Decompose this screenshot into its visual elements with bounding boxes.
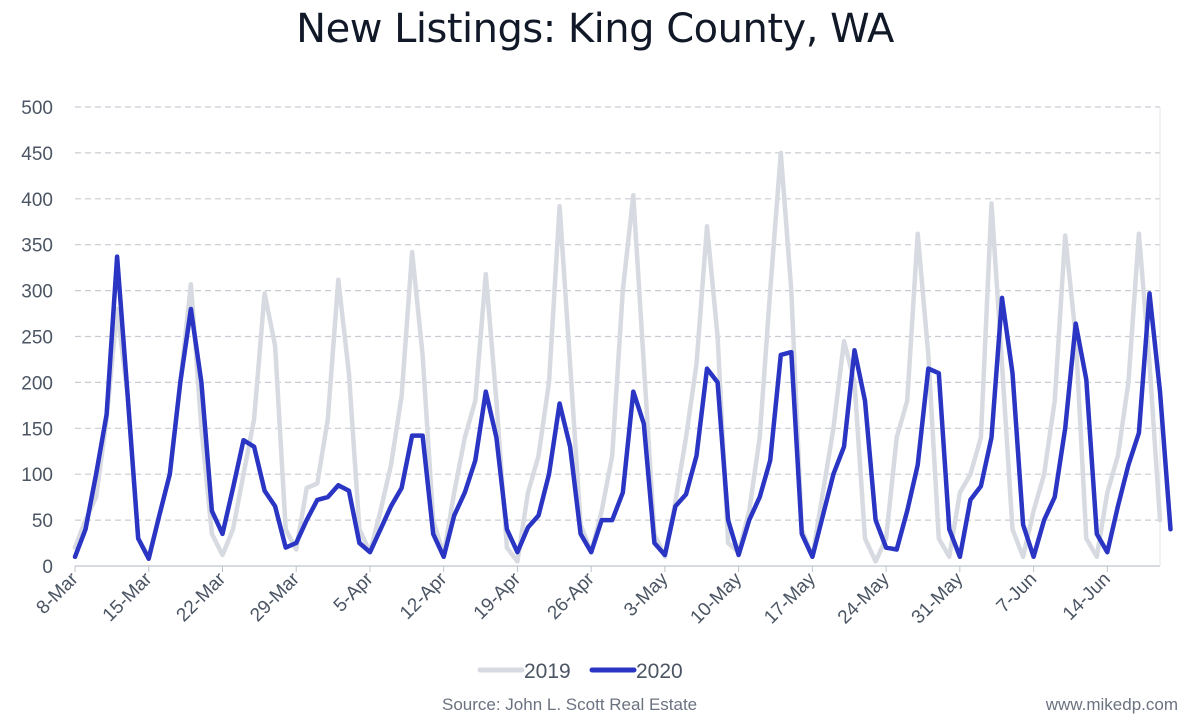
x-tick-label: 24-May (834, 568, 894, 628)
x-axis-ticks: 8-Mar 15-Mar 22-Mar 29-Mar 5-Apr 12-Apr 19-Apr… (33, 566, 1115, 628)
legend: 2019 2020 (477, 660, 683, 683)
series-lines (72, 150, 1173, 564)
x-tick-label: 10-May (687, 568, 747, 628)
legend-label-2020: 2020 (636, 660, 683, 683)
x-tick-label: 12-Apr (396, 568, 452, 624)
series-2020-line (72, 254, 1173, 561)
y-tick-label: 0 (42, 557, 53, 578)
x-tick-label: 26-Apr (544, 568, 600, 624)
x-tick-label: 14-Jun (1059, 569, 1115, 625)
x-tick-label: 22-Mar (173, 568, 231, 626)
x-tick-label: 8-Mar (33, 568, 83, 618)
y-tick-label: 350 (21, 236, 53, 257)
y-tick-label: 50 (32, 511, 53, 532)
chart-title: New Listings: King County, WA (296, 6, 894, 52)
x-tick-label: 19-Apr (470, 568, 526, 624)
y-tick-label: 200 (21, 373, 53, 394)
x-tick-label: 7-Jun (993, 569, 1041, 617)
x-tick-label: 29-Mar (246, 568, 304, 626)
y-axis-ticks: 0 50 100 150 200 250 300 350 400 450 500 (21, 98, 53, 578)
source-note: Source: John L. Scott Real Estate (442, 695, 698, 714)
y-tick-label: 250 (21, 328, 53, 349)
x-tick-label: 31-May (908, 568, 968, 628)
credit-note: www.mikedp.com (1045, 695, 1178, 714)
y-tick-label: 100 (21, 465, 53, 486)
y-tick-label: 400 (21, 190, 53, 211)
y-tick-label: 150 (21, 419, 53, 440)
gridlines (75, 106, 1160, 521)
y-tick-label: 500 (21, 98, 53, 119)
x-tick-label: 17-May (760, 568, 820, 628)
x-tick-label: 15-Mar (99, 568, 157, 626)
y-tick-label: 450 (21, 144, 53, 165)
series-2019-line (72, 150, 1163, 564)
y-tick-label: 300 (21, 282, 53, 303)
legend-label-2019: 2019 (524, 660, 571, 683)
x-tick-label: 5-Apr (330, 568, 378, 616)
x-tick-label: 3-May (620, 568, 673, 621)
